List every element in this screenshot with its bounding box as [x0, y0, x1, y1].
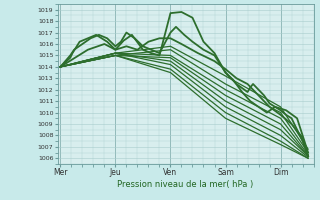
- X-axis label: Pression niveau de la mer( hPa ): Pression niveau de la mer( hPa ): [117, 180, 254, 189]
